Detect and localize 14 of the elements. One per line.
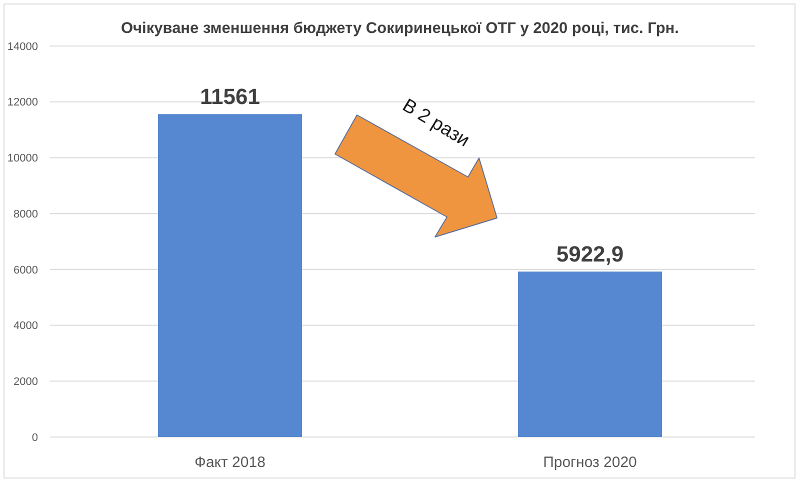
annotation: В 2 рази: [398, 95, 473, 152]
data-label: 11561: [200, 84, 260, 110]
y-tick-label: 0: [32, 432, 38, 444]
x-tick-label: Прогноз 2020: [543, 454, 637, 471]
y-tick-label: 8000: [14, 208, 38, 220]
x-tick-label: Факт 2018: [194, 454, 266, 471]
y-tick-label: 2000: [14, 376, 38, 388]
y-tick-label: 14000: [7, 40, 38, 53]
y-tick-label: 10000: [7, 152, 38, 165]
data-label: 5922,9: [556, 242, 624, 267]
y-tick-label: 6000: [14, 264, 38, 276]
chart-title: Очікуване зменшення бюджету Сокиринецької ОТГ у 2020 році, тис. Грн.: [121, 20, 679, 37]
y-tick-label: 12000: [7, 96, 38, 109]
y-tick-label: 4000: [14, 320, 38, 332]
